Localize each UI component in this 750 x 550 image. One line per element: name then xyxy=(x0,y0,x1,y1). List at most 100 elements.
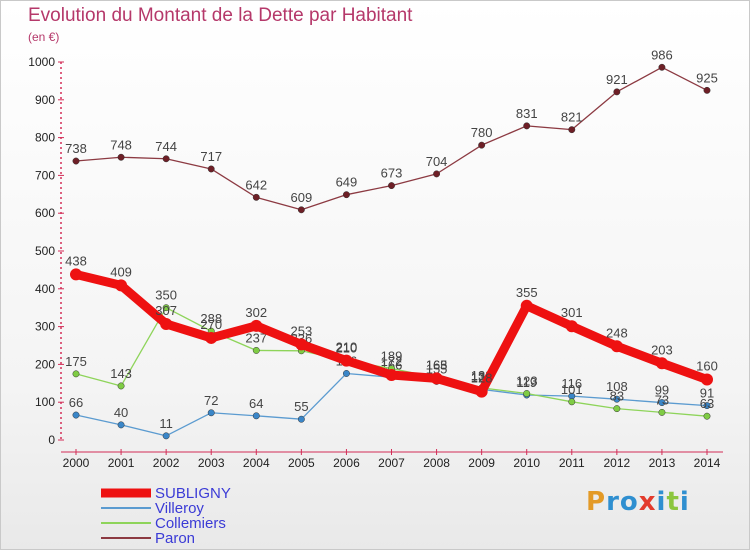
data-point xyxy=(610,340,623,353)
data-label: 165 xyxy=(426,358,448,373)
data-point xyxy=(655,357,668,370)
x-tick-label: 2005 xyxy=(288,456,315,470)
data-label: 925 xyxy=(696,70,718,85)
x-tick-label: 2002 xyxy=(153,456,180,470)
x-tick-label: 2010 xyxy=(513,456,540,470)
data-label: 717 xyxy=(200,149,222,164)
data-label: 128 xyxy=(471,371,493,386)
data-label: 673 xyxy=(381,166,403,181)
data-point xyxy=(252,193,260,201)
x-tick-label: 2011 xyxy=(559,456,585,470)
data-label: 163 xyxy=(426,357,448,372)
data-point xyxy=(342,370,350,377)
data-label: 288 xyxy=(200,311,222,326)
data-point xyxy=(115,279,128,292)
legend-label: SUBLIGNY xyxy=(155,485,231,502)
data-label: 986 xyxy=(651,47,673,62)
y-tick-label: 500 xyxy=(35,244,55,258)
series-paron: 738 748 744 717 642 609 649 673 704 780 831 821 921 9… xyxy=(65,47,718,214)
data-point xyxy=(297,206,305,214)
data-point xyxy=(613,88,621,96)
logo-letter: t xyxy=(666,487,680,517)
data-point xyxy=(207,409,215,417)
data-point xyxy=(658,63,666,71)
y-tick-label: 200 xyxy=(35,357,55,371)
chart-subtitle: (en €) xyxy=(28,30,60,44)
data-point xyxy=(433,170,441,178)
data-label: 55 xyxy=(294,399,308,414)
data-label: 780 xyxy=(471,125,493,140)
data-point xyxy=(70,268,82,281)
data-point xyxy=(252,412,260,420)
logo-letter: i xyxy=(679,487,690,517)
y-tick-label: 600 xyxy=(35,206,55,220)
data-label: 744 xyxy=(155,139,177,154)
data-label: 302 xyxy=(245,305,267,320)
data-label: 108 xyxy=(606,379,628,394)
logo-letter: x xyxy=(638,487,657,517)
data-point xyxy=(475,385,488,398)
logo-letter: i xyxy=(656,487,667,517)
data-point xyxy=(703,86,711,94)
data-point xyxy=(72,157,80,165)
data-label: 40 xyxy=(114,405,128,420)
data-label: 119 xyxy=(516,375,537,390)
data-label: 355 xyxy=(516,285,538,300)
data-point xyxy=(658,399,666,407)
series-subligny: 438 409 307 270 302 253 210 172 163 128 355 301 248 2… xyxy=(65,253,718,398)
data-label: 409 xyxy=(110,264,132,279)
logo-letter: P xyxy=(586,487,607,517)
data-point xyxy=(385,368,398,381)
data-label: 143 xyxy=(110,366,132,381)
data-label: 72 xyxy=(204,393,218,408)
data-label: 63 xyxy=(700,396,714,411)
data-point xyxy=(478,141,486,149)
data-point xyxy=(523,122,531,130)
data-label: 649 xyxy=(336,175,358,190)
data-label: 166 xyxy=(381,357,403,372)
data-point xyxy=(162,432,170,440)
data-point xyxy=(613,405,621,413)
data-label: 609 xyxy=(291,190,313,205)
data-point xyxy=(340,354,353,367)
data-label: 189 xyxy=(381,349,403,364)
proxiti-logo: Proxiti xyxy=(586,487,690,517)
y-tick-label: 400 xyxy=(35,282,55,296)
data-point xyxy=(297,415,305,423)
data-label: 831 xyxy=(516,106,538,121)
data-label: 123 xyxy=(516,374,538,389)
y-tick-label: 0 xyxy=(48,433,55,447)
data-point xyxy=(703,402,711,410)
logo-letter: r xyxy=(606,487,620,517)
y-tick-label: 900 xyxy=(35,93,55,107)
data-point xyxy=(568,126,576,134)
data-label: 73 xyxy=(655,392,669,407)
data-label: 11 xyxy=(159,416,173,431)
data-point xyxy=(160,317,173,330)
data-label: 175 xyxy=(65,354,87,369)
x-tick-label: 2001 xyxy=(108,456,135,470)
data-point xyxy=(72,370,80,378)
data-point xyxy=(295,338,308,351)
data-label: 116 xyxy=(561,376,582,391)
data-label: 91 xyxy=(700,386,714,401)
data-point xyxy=(565,320,578,333)
series-villeroy: 6640117264551761661551341191161089991 xyxy=(69,353,714,440)
data-point xyxy=(613,395,621,403)
data-point xyxy=(162,304,170,312)
data-point xyxy=(207,165,215,173)
y-tick-label: 800 xyxy=(35,131,55,145)
data-label: 203 xyxy=(651,342,673,357)
data-label: 248 xyxy=(606,325,628,340)
legend-label: Paron xyxy=(155,530,195,547)
x-tick-label: 2009 xyxy=(468,456,495,470)
data-label: 301 xyxy=(561,305,583,320)
x-tick-label: 2013 xyxy=(649,456,676,470)
data-point xyxy=(658,408,666,416)
data-label: 642 xyxy=(245,177,267,192)
x-tick-label: 2014 xyxy=(694,456,721,470)
data-point xyxy=(430,372,443,385)
data-point xyxy=(520,299,533,312)
data-label: 253 xyxy=(291,323,313,338)
